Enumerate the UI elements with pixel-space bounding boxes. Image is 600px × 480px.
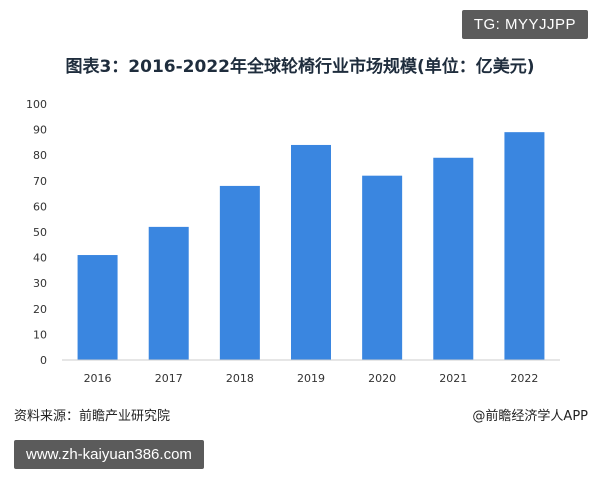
chart-title: 图表3：2016-2022年全球轮椅行业市场规模(单位：亿美元) [65, 57, 535, 77]
y-axis: 0 10 20 30 40 50 60 70 80 90 100 [26, 98, 47, 367]
y-tick-label: 60 [33, 200, 47, 213]
bar-2016 [77, 255, 118, 360]
x-tick-label: 2018 [226, 372, 254, 385]
watermark-tag: TG: MYYJJPP [461, 10, 588, 39]
y-tick-label: 10 [33, 328, 47, 341]
y-tick-label: 40 [33, 252, 47, 265]
x-tick-label: 2022 [510, 372, 538, 385]
y-tick-label: 70 [33, 175, 47, 188]
y-tick-label: 20 [33, 303, 47, 316]
x-tick-label: 2016 [84, 372, 112, 385]
x-axis: 2016 2017 2018 2019 2020 2021 2022 [84, 372, 539, 385]
bar-2019 [291, 144, 331, 360]
y-tick-label: 80 [33, 149, 47, 162]
bars-group [77, 132, 545, 360]
x-tick-label: 2019 [297, 372, 325, 385]
y-tick-label: 90 [33, 124, 47, 137]
x-tick-label: 2021 [439, 372, 467, 385]
bar-2020 [362, 175, 403, 360]
bar-2021 [433, 157, 474, 360]
source-note: 资料来源：前瞻产业研究院 [14, 409, 171, 424]
url-watermark: www.zh-kaiyuan386.com [14, 440, 204, 469]
x-tick-label: 2020 [368, 372, 396, 385]
app-credit: @前瞻经济学人APP [472, 409, 588, 424]
y-tick-label: 50 [33, 226, 47, 239]
bar-2022 [504, 132, 545, 360]
y-tick-label: 30 [33, 277, 47, 290]
x-tick-label: 2017 [155, 372, 183, 385]
y-tick-label: 100 [26, 98, 47, 111]
y-tick-label: 0 [40, 354, 47, 367]
bar-2017 [148, 226, 189, 360]
bar-2018 [219, 185, 260, 360]
